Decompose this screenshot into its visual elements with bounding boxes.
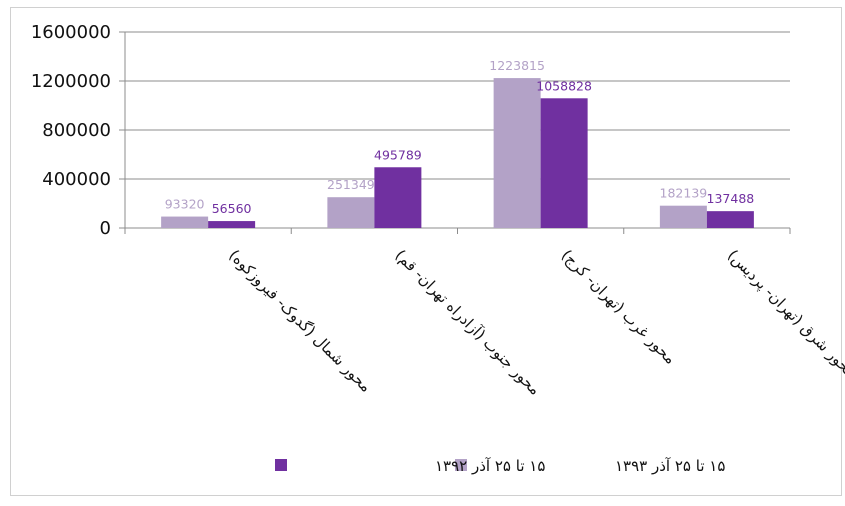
bar-s1-c3 [706, 211, 754, 228]
bar-s1-c1 [374, 167, 422, 228]
data-label-s1-c3: 137488 [707, 191, 755, 206]
legend-label-0: ۱۵ تا ۲۵ آذر ۱۳۹۳ [615, 457, 725, 475]
legend-swatch-0 [455, 459, 467, 471]
y-tick-label-1: 400000 [42, 169, 111, 190]
data-label-s0-c3: 182139 [660, 186, 708, 201]
data-label-s1-c2: 1058828 [536, 78, 592, 93]
y-tick-label-2: 800000 [42, 120, 111, 141]
bar-s1-c0 [208, 221, 256, 228]
chart-frame [10, 7, 842, 496]
bar-s0-c2 [493, 78, 541, 228]
data-label-s0-c2: 1223815 [489, 58, 545, 73]
y-tick-label-0: 0 [100, 218, 111, 239]
y-tick-label-4: 1600000 [31, 22, 111, 43]
data-label-s1-c1: 495789 [374, 147, 422, 162]
bar-s0-c0 [161, 216, 209, 228]
legend-label-1: ۱۵ تا ۲۵ آذر ۱۳۹۲ [435, 457, 545, 475]
category-label-2: محور غرب (تهران- کرج) [557, 246, 679, 368]
category-label-0: محور شمال (گدوک- فیروزکوه) [225, 246, 375, 396]
bar-s0-c1 [327, 197, 375, 228]
data-label-s1-c0: 56560 [212, 201, 252, 216]
bar-s0-c3 [659, 205, 707, 228]
bar-s1-c2 [540, 98, 588, 228]
y-tick-label-3: 1200000 [31, 71, 111, 92]
legend-swatch-1 [275, 459, 287, 471]
category-label-1: محور جنوب (آزادراه تهران- قم) [392, 246, 545, 399]
category-label-3: محور شرق (تهران- پردیس) [723, 246, 845, 382]
data-label-s0-c1: 251349 [327, 177, 375, 192]
data-label-s0-c0: 93320 [165, 197, 205, 212]
